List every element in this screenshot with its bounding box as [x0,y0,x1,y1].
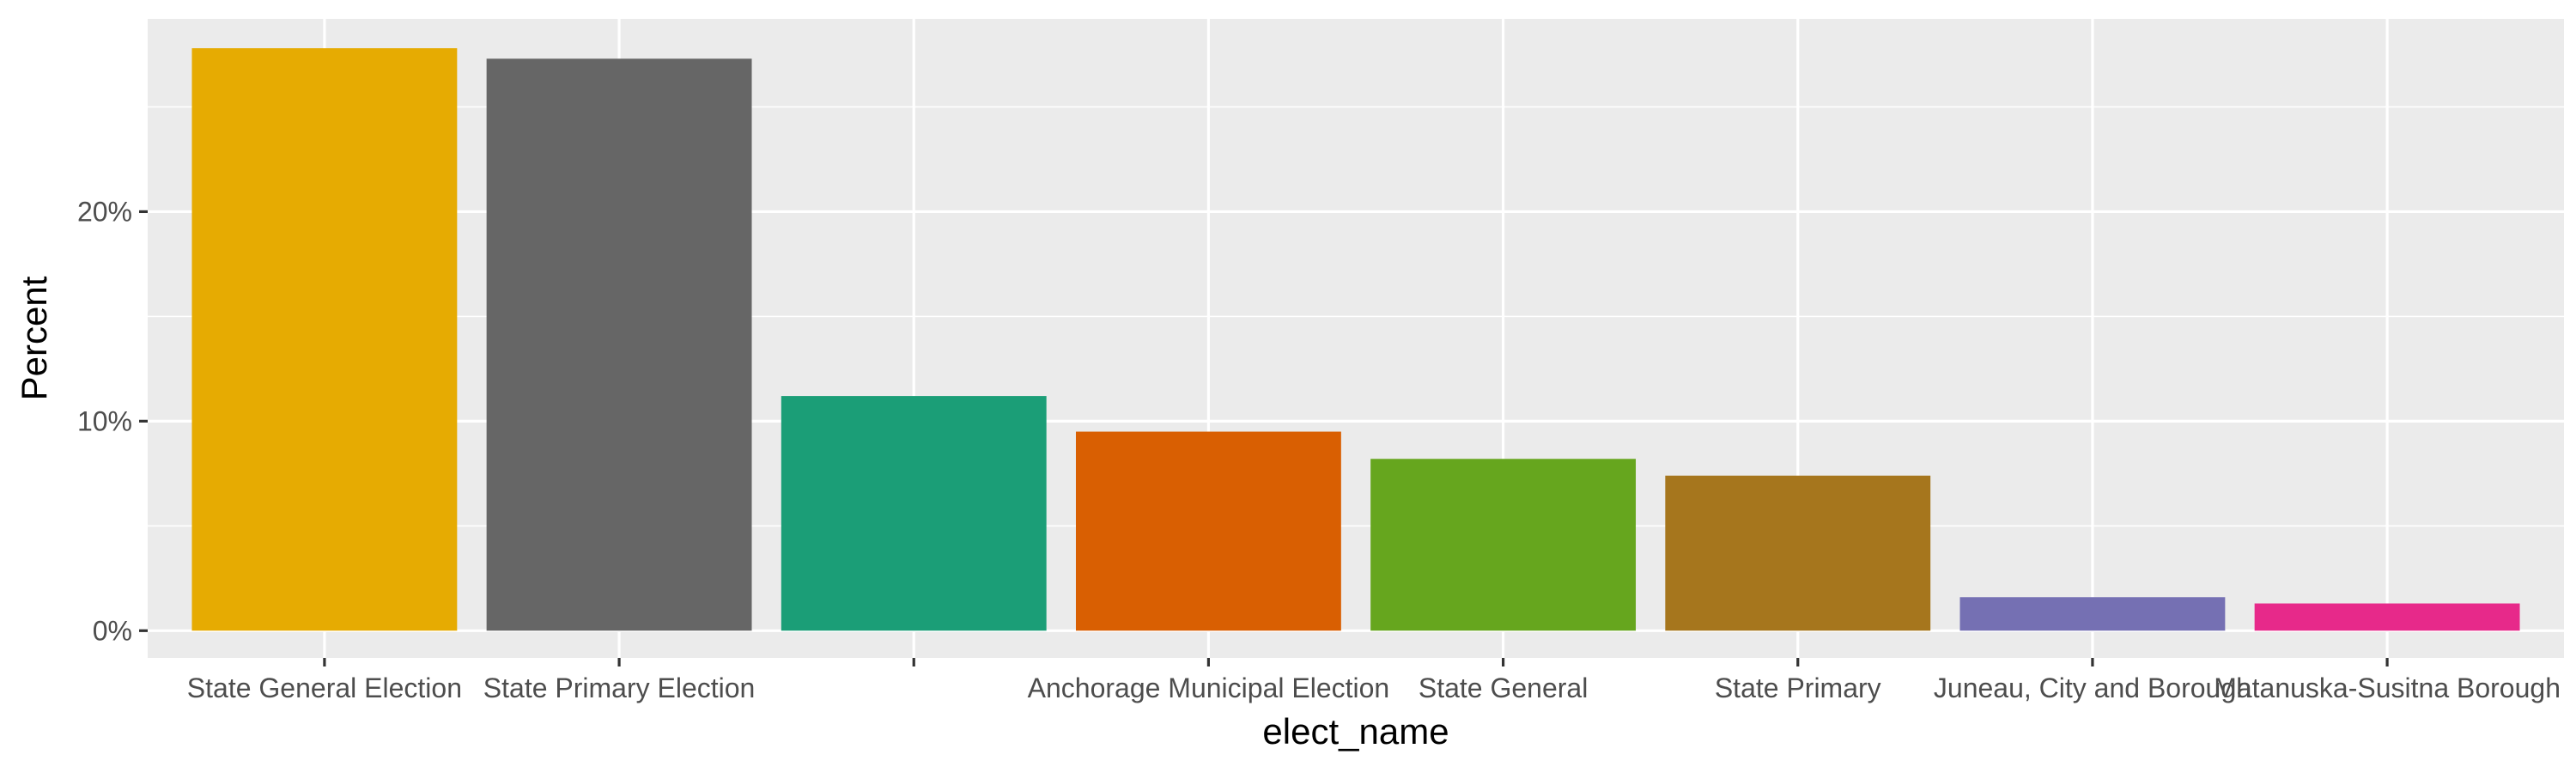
x-tick-label: State General Election [187,673,462,703]
x-tick-label: State General [1419,673,1588,703]
bar [1370,459,1637,631]
x-tick-label: Juneau, City and Borough [1934,673,2251,703]
y-axis: 0% 10% 20% [77,196,148,646]
x-tick-label: State Primary [1715,673,1881,703]
y-tick-label: 20% [77,196,132,227]
y-tick-label: 0% [93,615,132,646]
bar [1665,475,1931,631]
bar [191,48,458,631]
x-axis-title: elect_name [1262,711,1449,752]
bar [486,58,752,631]
x-tick-label: State Primary Election [483,673,756,703]
bar [2254,603,2520,631]
y-axis-title: Percent [14,276,54,400]
x-tick-label: Matanuska-Susitna Borough [2214,673,2561,703]
x-tick-label: Anchorage Municipal Election [1028,673,1390,703]
bar [1075,431,1341,631]
bars [191,48,2520,631]
bar [781,396,1047,631]
y-tick-label: 10% [77,405,132,436]
bar [1959,597,2226,631]
x-axis: State General Election State Primary Elec… [187,658,2561,703]
